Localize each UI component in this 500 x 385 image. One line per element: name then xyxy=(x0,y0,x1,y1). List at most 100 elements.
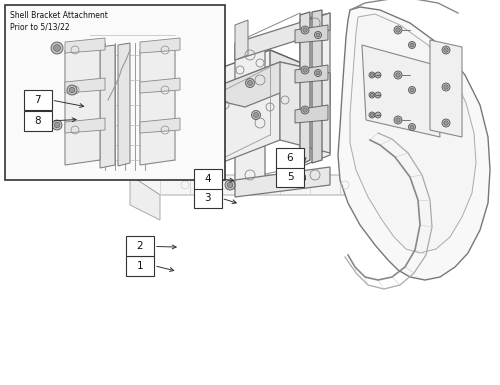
Circle shape xyxy=(51,42,63,54)
Text: 1: 1 xyxy=(136,261,143,271)
Circle shape xyxy=(375,72,381,78)
Bar xyxy=(126,236,154,256)
Bar xyxy=(24,111,52,131)
Circle shape xyxy=(408,42,416,49)
Polygon shape xyxy=(130,175,420,195)
Polygon shape xyxy=(160,50,330,117)
Bar xyxy=(24,90,52,110)
Polygon shape xyxy=(338,7,490,280)
Circle shape xyxy=(248,80,252,85)
Circle shape xyxy=(185,90,195,100)
Polygon shape xyxy=(100,45,115,168)
Circle shape xyxy=(394,71,402,79)
Circle shape xyxy=(394,26,402,34)
Circle shape xyxy=(316,71,320,75)
Circle shape xyxy=(410,88,414,92)
Circle shape xyxy=(410,43,414,47)
Bar xyxy=(126,256,154,276)
Text: 8: 8 xyxy=(34,116,41,126)
Circle shape xyxy=(69,87,75,93)
Circle shape xyxy=(396,118,400,122)
Circle shape xyxy=(303,108,307,112)
Polygon shape xyxy=(195,62,330,107)
Text: Prior to 5/13/22: Prior to 5/13/22 xyxy=(10,22,70,31)
Circle shape xyxy=(408,124,416,131)
Polygon shape xyxy=(65,47,100,165)
Text: 4: 4 xyxy=(204,174,211,184)
Circle shape xyxy=(370,74,374,77)
Circle shape xyxy=(375,92,381,98)
Circle shape xyxy=(408,87,416,94)
Circle shape xyxy=(444,121,448,125)
Circle shape xyxy=(301,26,309,34)
Circle shape xyxy=(225,180,235,190)
Circle shape xyxy=(301,106,309,114)
Polygon shape xyxy=(65,118,105,133)
Polygon shape xyxy=(270,50,330,105)
Circle shape xyxy=(54,45,60,51)
Circle shape xyxy=(370,93,374,97)
Polygon shape xyxy=(118,43,130,166)
Circle shape xyxy=(190,120,200,130)
Circle shape xyxy=(54,122,60,128)
Circle shape xyxy=(252,110,260,119)
Circle shape xyxy=(444,85,448,89)
Text: 6: 6 xyxy=(286,153,294,163)
Circle shape xyxy=(444,48,448,52)
Circle shape xyxy=(369,112,375,118)
Polygon shape xyxy=(140,118,180,133)
Polygon shape xyxy=(362,45,440,137)
Polygon shape xyxy=(195,62,280,173)
Circle shape xyxy=(314,32,322,38)
Bar xyxy=(5,5,225,180)
Circle shape xyxy=(370,113,374,117)
Text: 3: 3 xyxy=(204,193,211,203)
Circle shape xyxy=(394,116,402,124)
Polygon shape xyxy=(130,175,160,220)
Text: 2: 2 xyxy=(136,241,143,251)
Circle shape xyxy=(217,147,223,153)
Polygon shape xyxy=(295,65,328,83)
Circle shape xyxy=(227,182,233,188)
Circle shape xyxy=(442,46,450,54)
Polygon shape xyxy=(65,78,105,93)
Circle shape xyxy=(254,112,258,117)
Circle shape xyxy=(442,83,450,91)
Polygon shape xyxy=(140,38,180,53)
Circle shape xyxy=(442,119,450,127)
Circle shape xyxy=(303,28,307,32)
Circle shape xyxy=(215,145,225,155)
Polygon shape xyxy=(300,13,330,167)
Circle shape xyxy=(316,33,320,37)
Circle shape xyxy=(375,112,381,118)
Polygon shape xyxy=(312,10,322,163)
Polygon shape xyxy=(235,20,248,60)
Circle shape xyxy=(396,73,400,77)
Circle shape xyxy=(303,68,307,72)
Text: 7: 7 xyxy=(34,95,41,105)
Circle shape xyxy=(192,122,198,128)
Circle shape xyxy=(52,120,62,130)
Polygon shape xyxy=(430,40,462,137)
Circle shape xyxy=(396,28,400,32)
Polygon shape xyxy=(350,14,476,253)
Circle shape xyxy=(314,70,322,77)
Circle shape xyxy=(187,92,193,98)
Circle shape xyxy=(369,92,375,98)
Polygon shape xyxy=(235,43,265,190)
Polygon shape xyxy=(65,38,105,53)
Bar xyxy=(276,148,304,168)
Bar xyxy=(194,169,222,189)
Polygon shape xyxy=(300,12,310,165)
Polygon shape xyxy=(295,105,328,123)
Circle shape xyxy=(369,72,375,78)
Text: 5: 5 xyxy=(286,172,294,182)
Circle shape xyxy=(67,85,77,95)
Polygon shape xyxy=(140,47,175,165)
Text: Shell Bracket Attachment: Shell Bracket Attachment xyxy=(10,11,108,20)
Polygon shape xyxy=(295,25,328,43)
Polygon shape xyxy=(235,13,330,60)
Polygon shape xyxy=(280,62,330,153)
Polygon shape xyxy=(140,78,180,93)
Circle shape xyxy=(246,79,254,87)
